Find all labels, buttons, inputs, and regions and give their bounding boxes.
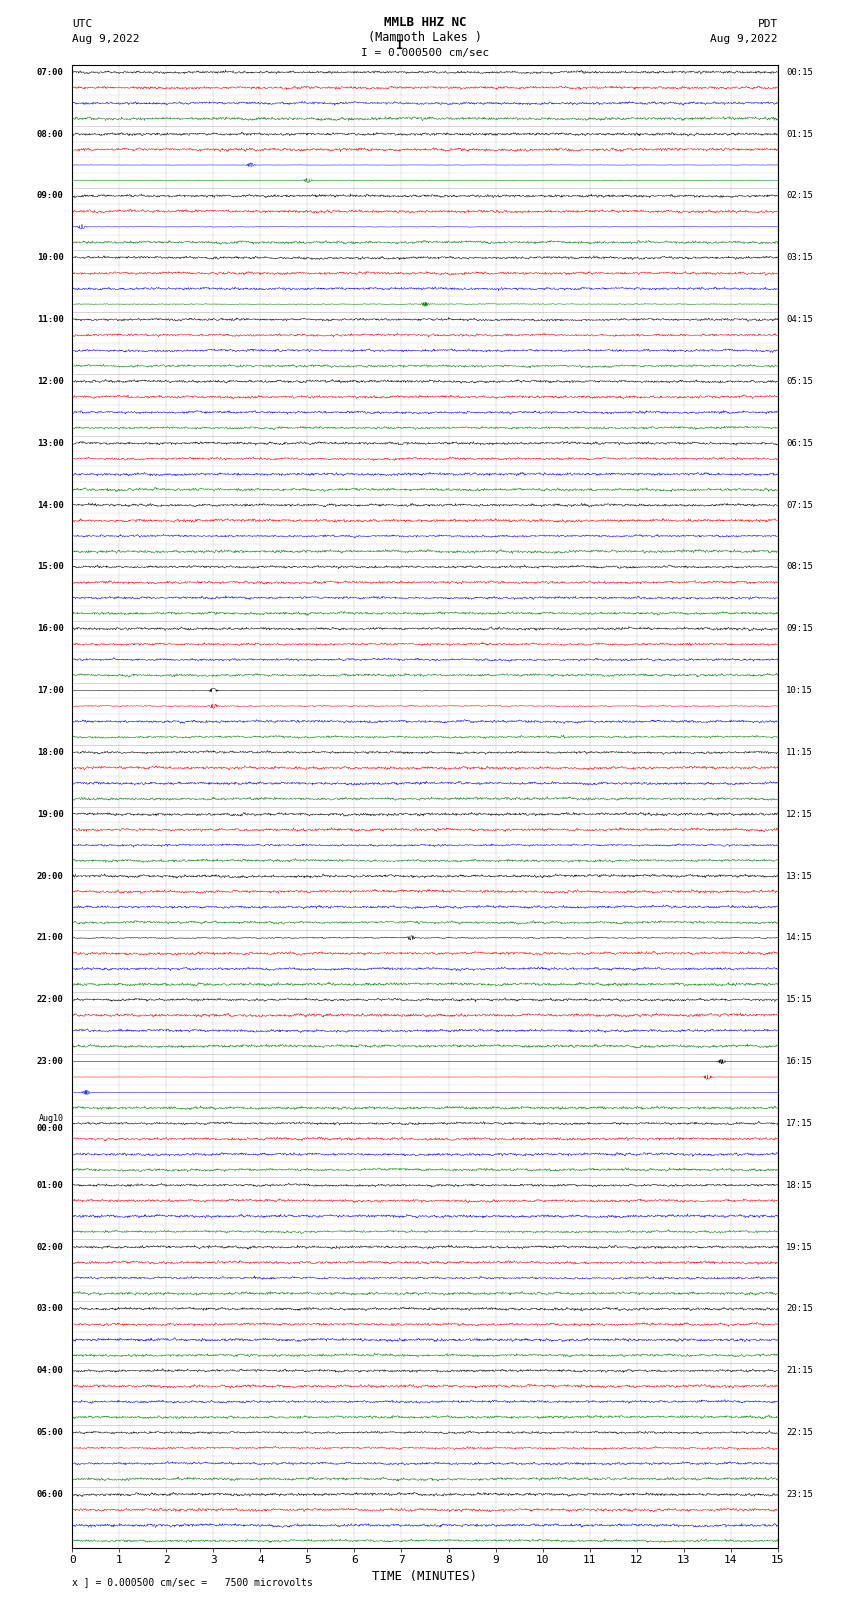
Text: 14:15: 14:15 [786,934,813,942]
Text: 15:00: 15:00 [37,563,64,571]
Text: 05:00: 05:00 [37,1428,64,1437]
Text: 23:00: 23:00 [37,1057,64,1066]
Text: 06:15: 06:15 [786,439,813,448]
Text: 17:15: 17:15 [786,1119,813,1127]
Text: 19:00: 19:00 [37,810,64,819]
Text: 00:15: 00:15 [786,68,813,77]
Text: PDT: PDT [757,19,778,29]
Text: 22:15: 22:15 [786,1428,813,1437]
Text: 13:00: 13:00 [37,439,64,448]
Text: 11:15: 11:15 [786,748,813,756]
Text: 03:00: 03:00 [37,1305,64,1313]
Text: 16:15: 16:15 [786,1057,813,1066]
Text: 04:15: 04:15 [786,315,813,324]
Text: 23:15: 23:15 [786,1490,813,1498]
Text: 21:15: 21:15 [786,1366,813,1376]
Text: 13:15: 13:15 [786,871,813,881]
Text: 01:15: 01:15 [786,129,813,139]
Text: Aug 9,2022: Aug 9,2022 [72,34,139,44]
Text: 18:00: 18:00 [37,748,64,756]
Text: x ] = 0.000500 cm/sec =   7500 microvolts: x ] = 0.000500 cm/sec = 7500 microvolts [72,1578,313,1587]
Text: 12:00: 12:00 [37,377,64,386]
Text: 12:15: 12:15 [786,810,813,819]
Text: 04:00: 04:00 [37,1366,64,1376]
Text: 17:00: 17:00 [37,686,64,695]
Text: 18:15: 18:15 [786,1181,813,1190]
Text: I: I [396,39,403,52]
Text: (Mammoth Lakes ): (Mammoth Lakes ) [368,31,482,44]
Text: 02:15: 02:15 [786,192,813,200]
Text: 02:00: 02:00 [37,1242,64,1252]
Text: 10:15: 10:15 [786,686,813,695]
Text: 16:00: 16:00 [37,624,64,634]
Text: Aug 9,2022: Aug 9,2022 [711,34,778,44]
Text: MMLB HHZ NC: MMLB HHZ NC [383,16,467,29]
Text: Aug10: Aug10 [39,1115,64,1123]
Text: 11:00: 11:00 [37,315,64,324]
Text: 19:15: 19:15 [786,1242,813,1252]
Text: 08:00: 08:00 [37,129,64,139]
Text: 20:15: 20:15 [786,1305,813,1313]
X-axis label: TIME (MINUTES): TIME (MINUTES) [372,1569,478,1582]
Text: 09:00: 09:00 [37,192,64,200]
Text: 06:00: 06:00 [37,1490,64,1498]
Text: 00:00: 00:00 [37,1124,64,1132]
Text: 21:00: 21:00 [37,934,64,942]
Text: 20:00: 20:00 [37,871,64,881]
Text: 10:00: 10:00 [37,253,64,263]
Text: 07:15: 07:15 [786,500,813,510]
Text: 14:00: 14:00 [37,500,64,510]
Text: 22:00: 22:00 [37,995,64,1005]
Text: 01:00: 01:00 [37,1181,64,1190]
Text: 08:15: 08:15 [786,563,813,571]
Text: 03:15: 03:15 [786,253,813,263]
Text: 15:15: 15:15 [786,995,813,1005]
Text: 09:15: 09:15 [786,624,813,634]
Text: 05:15: 05:15 [786,377,813,386]
Text: UTC: UTC [72,19,93,29]
Text: 07:00: 07:00 [37,68,64,77]
Text: I = 0.000500 cm/sec: I = 0.000500 cm/sec [361,48,489,58]
